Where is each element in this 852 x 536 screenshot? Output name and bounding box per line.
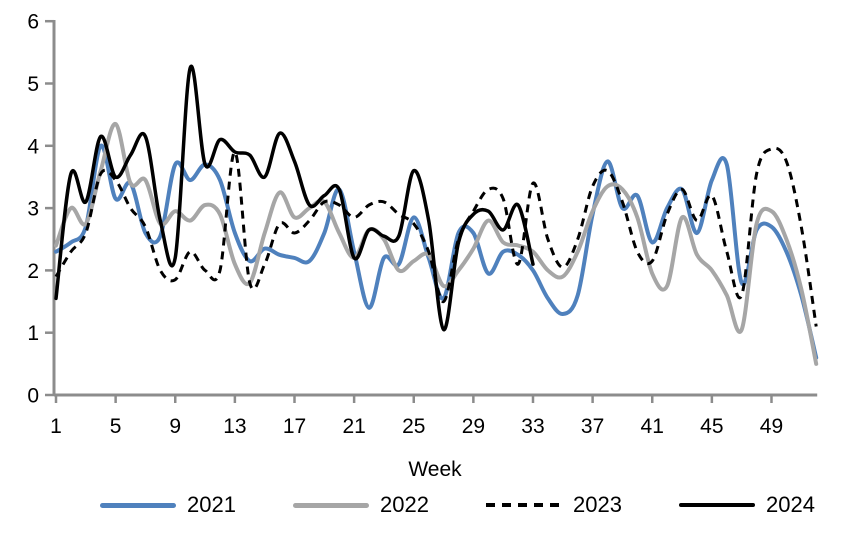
series-line-2021 [54, 143, 819, 360]
legend-label-2022: 2022 [380, 492, 429, 517]
x-tick-label-13: 13 [223, 415, 246, 438]
x-tick-label-45: 45 [700, 415, 723, 438]
series-line-2022 [54, 121, 819, 366]
legend-item-2021: 2021 [100, 494, 236, 516]
legend: 2021 2022 2023 2024 [100, 494, 815, 516]
x-tick-label-9: 9 [169, 415, 181, 438]
y-tick-label-2: 2 [27, 260, 39, 283]
y-tick-label-5: 5 [27, 73, 39, 96]
x-tick-label-5: 5 [110, 415, 122, 438]
x-tick-label-25: 25 [402, 415, 425, 438]
legend-line-2023-icon [486, 503, 563, 507]
x-tick-label-17: 17 [283, 415, 306, 438]
y-tick-label-1: 1 [27, 322, 39, 345]
x-tick-label-21: 21 [342, 415, 365, 438]
x-tick-label-29: 29 [462, 415, 485, 438]
legend-line-2021-icon [100, 502, 176, 508]
x-tick-label-41: 41 [641, 415, 664, 438]
series-line-2023 [54, 146, 818, 327]
y-tick-label-3: 3 [27, 198, 39, 221]
x-axis-title: Week [408, 458, 462, 481]
series-lines [54, 64, 819, 366]
legend-label-2024: 2024 [766, 492, 815, 517]
legend-label-2021: 2021 [187, 492, 236, 517]
x-tick-label-49: 49 [760, 415, 783, 438]
x-tick-label-33: 33 [521, 415, 544, 438]
legend-line-2024-icon [679, 503, 756, 507]
y-tick-label-4: 4 [27, 135, 39, 158]
legend-line-2022-icon [293, 502, 370, 508]
series-line-2024 [54, 64, 535, 332]
legend-item-2022: 2022 [293, 494, 429, 516]
y-tick-label-0: 0 [27, 385, 39, 408]
legend-item-2024: 2024 [679, 494, 815, 516]
x-tick-label-1: 1 [50, 415, 62, 438]
legend-label-2023: 2023 [573, 492, 622, 517]
x-tick-label-37: 37 [581, 415, 604, 438]
y-tick-label-6: 6 [27, 11, 39, 34]
legend-item-2023: 2023 [486, 494, 622, 516]
